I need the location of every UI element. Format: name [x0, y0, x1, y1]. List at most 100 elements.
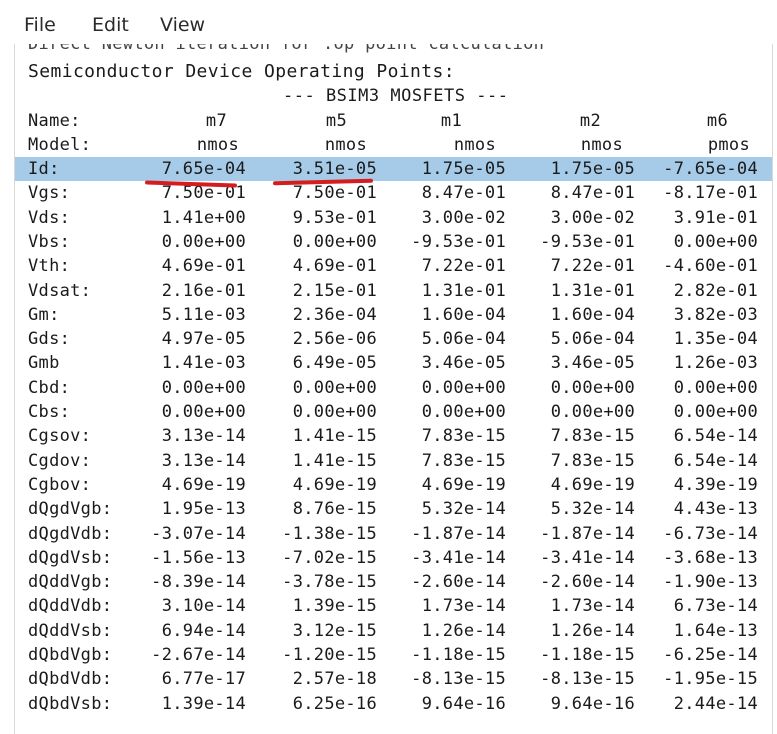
name-row: Name: m7 m5 m1 m2 m6: [15, 109, 772, 133]
menu-view[interactable]: View: [160, 14, 206, 36]
table-cell: 3.00e-02: [550, 207, 635, 228]
table-row: Cgbov: 4.69e-19 4.69e-19 4.69e-19 4.69e-19 4.…: [15, 473, 772, 497]
table-row: dQgdVdb: -3.07e-14 -1.38e-15 -1.87e-14 -1.87…: [15, 522, 772, 546]
table-cell: 1.73e-14: [421, 596, 506, 617]
table-cell: 1.41e-15: [292, 450, 377, 471]
table-cell: 4.69e-19: [421, 474, 506, 495]
table-cell: 6.54e-14: [673, 426, 758, 447]
table-row: Vgs: 7.50e-01 7.50e-01 8.47e-01 8.47e-01 -8.1…: [15, 181, 772, 205]
table-cell: 8.47e-01: [421, 183, 506, 204]
table-cell: 1.35e-04: [673, 329, 758, 350]
model-row: Model: nmos nmos nmos nmos pmos: [15, 133, 772, 157]
row-label: dQgdVgb:: [28, 499, 113, 520]
table-cell: 0.00e+00: [161, 377, 246, 398]
table-cell: 1.41e-03: [161, 353, 246, 374]
model-name: nmos: [453, 135, 496, 155]
table-cell: -8.39e-14: [151, 572, 246, 593]
row-label: Vbs:: [28, 231, 71, 252]
table-cell: 7.65e-04: [161, 159, 246, 179]
row-label: Cbd:: [28, 377, 71, 398]
row-label: dQddVsb:: [28, 620, 113, 641]
table-row: dQgdVsb: -1.56e-13 -7.02e-15 -3.41e-14 -3.41…: [15, 546, 772, 570]
table-cell: 6.54e-14: [673, 450, 758, 471]
table-cell: 1.31e-01: [421, 280, 506, 301]
table-cell: -1.56e-13: [151, 547, 246, 568]
table-cell: 3.91e-01: [673, 207, 758, 228]
row-label: dQgdVsb:: [28, 547, 113, 568]
table-cell: 3.82e-03: [673, 304, 758, 325]
row-label: Cgsov:: [28, 426, 92, 447]
table-cell: 1.64e-13: [673, 620, 758, 641]
table-cell: -1.38e-15: [282, 523, 377, 544]
table-cell: -8.17e-01: [663, 183, 758, 204]
row-label: Id:: [28, 159, 60, 179]
menu-file[interactable]: File: [24, 14, 56, 36]
row-label: dQbdVsb:: [28, 693, 113, 714]
table-cell: 3.00e-02: [421, 207, 506, 228]
table-cell: 2.15e-01: [292, 280, 377, 301]
table-row: Gds: 4.97e-05 2.56e-06 5.06e-04 5.06e-04 1.35…: [15, 327, 772, 351]
table-row: dQddVgb: -8.39e-14 -3.78e-15 -2.60e-14 -2.60…: [15, 570, 772, 594]
table-cell: 0.00e+00: [421, 402, 506, 422]
table-row: Vdsat: 2.16e-01 2.15e-01 1.31e-01 1.31e-01 2.…: [15, 279, 772, 303]
table-cell: 4.69e-19: [292, 474, 377, 495]
table-cell: -1.18e-15: [540, 645, 635, 665]
table-row: dQbdVgb: -2.67e-14 -1.20e-15 -1.18e-15 -1.18…: [15, 643, 772, 667]
clipped-text-line: Direct Newton iteration for .op point ca…: [28, 44, 545, 54]
table-cell: 1.26e-14: [421, 620, 506, 641]
table-cell: 0.00e+00: [161, 402, 246, 422]
table-row: Gmb 1.41e-03 6.49e-05 3.46e-05 3.46e-05 1.26e…: [15, 351, 772, 375]
table-cell: 4.39e-19: [673, 474, 758, 495]
table-cell: -1.90e-13: [663, 572, 758, 593]
table-cell: 9.64e-16: [421, 693, 506, 714]
table-cell: -3.41e-14: [411, 547, 506, 568]
table-cell: 3.10e-14: [161, 596, 246, 617]
device-name: m1: [440, 111, 462, 131]
table-cell: 3.13e-14: [161, 426, 246, 447]
table-cell: 8.47e-01: [550, 183, 635, 204]
table-cell: 6.94e-14: [161, 620, 246, 641]
table-cell: 4.97e-05: [161, 329, 246, 350]
table-cell: 4.69e-19: [550, 474, 635, 495]
table-cell: 7.83e-15: [550, 450, 635, 471]
menu-edit[interactable]: Edit: [92, 14, 129, 36]
table-cell: 4.43e-13: [673, 499, 758, 520]
table-cell: 7.22e-01: [421, 256, 506, 277]
table-row: dQbdVsb: 1.39e-14 6.25e-16 9.64e-16 9.64e-16…: [15, 692, 772, 716]
table-cell: 5.32e-14: [550, 499, 635, 520]
table-cell: 3.13e-14: [161, 450, 246, 471]
table-cell: 0.00e+00: [550, 377, 635, 398]
row-label: Vdsat:: [28, 280, 92, 301]
table-cell: 0.00e+00: [673, 377, 758, 398]
table-cell: -4.60e-01: [663, 256, 758, 277]
row-label: Cgdov:: [28, 450, 92, 471]
row-label: Gds:: [28, 329, 71, 350]
table-cell: 5.32e-14: [421, 499, 506, 520]
table-cell: 0.00e+00: [673, 231, 758, 252]
table-cell: 8.76e-15: [292, 499, 377, 520]
table-cell: 4.69e-19: [161, 474, 246, 495]
table-cell: -7.02e-15: [282, 547, 377, 568]
table-row: Cgsov: 3.13e-14 1.41e-15 7.83e-15 7.83e-15 6.…: [15, 424, 772, 448]
table-cell: -1.18e-15: [411, 645, 506, 665]
table-cell: 1.31e-01: [550, 280, 635, 301]
table-row: Vds: 1.41e+00 9.53e-01 3.00e-02 3.00e-02 3.91…: [15, 206, 772, 230]
table-cell: 2.56e-06: [292, 329, 377, 350]
table-row: dQddVsb: 6.94e-14 3.12e-15 1.26e-14 1.26e-14…: [15, 619, 772, 643]
row-label: Cbs:: [28, 402, 71, 422]
table-cell: -1.87e-14: [540, 523, 635, 544]
row-label: Cgbov:: [28, 474, 92, 495]
table-cell: 0.00e+00: [550, 402, 635, 422]
table-cell: 1.95e-13: [161, 499, 246, 520]
table-cell: 9.53e-01: [292, 207, 377, 228]
table-cell: 5.06e-04: [550, 329, 635, 350]
table-row: Cbd: 0.00e+00 0.00e+00 0.00e+00 0.00e+00 0.00…: [15, 376, 772, 400]
table-cell: 7.83e-15: [421, 450, 506, 471]
table-row: Vbs: 0.00e+00 0.00e+00 -9.53e-01 -9.53e-01 0.…: [15, 230, 772, 254]
table-cell: 1.41e+00: [161, 207, 246, 228]
table-cell: 2.44e-14: [673, 693, 758, 714]
table-cell: -3.41e-14: [540, 547, 635, 568]
output-text-area[interactable]: Direct Newton iteration for .op point ca…: [14, 44, 773, 734]
table-cell: -8.13e-15: [411, 669, 506, 690]
table-cell: 0.00e+00: [421, 377, 506, 398]
